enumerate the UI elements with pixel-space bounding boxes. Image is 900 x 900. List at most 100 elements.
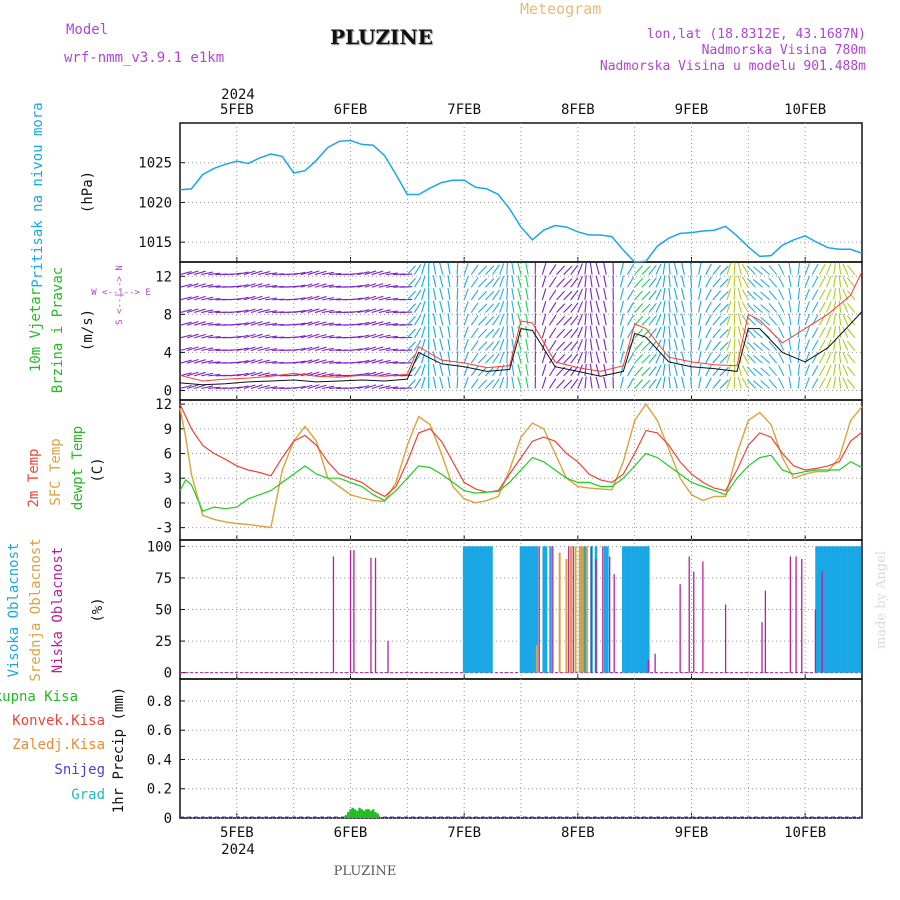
precip-y-axis: 0 0.2 0.4 0.6 0.8 [147, 694, 185, 827]
wind-arrow [236, 284, 249, 288]
wind-arrow [300, 384, 313, 390]
wind-arrow [329, 336, 342, 339]
wind-arrow [563, 303, 573, 313]
wind-arrow [842, 314, 849, 326]
wind-arrow [641, 354, 651, 364]
wind-arrow [619, 300, 624, 313]
wind-arrow [350, 322, 363, 326]
wind-arrow [201, 309, 214, 314]
wind-arrow [456, 351, 459, 364]
wind-arrow [463, 263, 469, 275]
wind-arrow [838, 325, 842, 338]
wind-arrow [690, 338, 693, 351]
wind-arrow [314, 270, 327, 276]
wind-arrow [525, 313, 529, 326]
cloud-bar-2 [609, 556, 611, 673]
station-title: PLUZINE [330, 25, 433, 49]
wind-arrow [655, 288, 662, 301]
wind-arrow [641, 316, 651, 326]
wind-arrow [655, 263, 662, 275]
wind-arrow [627, 301, 635, 313]
wind-arrow [406, 303, 416, 313]
wind-arrow [690, 376, 693, 389]
wind-arrow [250, 295, 263, 301]
wind-arrow [541, 351, 547, 364]
wind-arrow [556, 354, 566, 364]
wind-arrow [421, 313, 426, 326]
wind-arrow [447, 262, 451, 275]
wind-arrow [690, 313, 693, 326]
wind-arrow [314, 308, 327, 314]
wind-arrow [595, 338, 600, 351]
wind-arrow [236, 309, 249, 314]
wind-arrow [655, 276, 662, 288]
wind-arrow [570, 327, 579, 339]
precip-bars [344, 807, 379, 818]
wind-arrow [556, 316, 566, 326]
wind-arrow [385, 310, 398, 314]
wind-arrow [634, 366, 644, 377]
wind-arrow [811, 327, 819, 339]
cloud-bar-2 [349, 550, 352, 673]
wind-arrow [788, 287, 792, 300]
wind-arrow [439, 288, 444, 301]
wind-arrow [619, 338, 624, 351]
wind-arrow [432, 313, 437, 326]
wind-arrow [746, 341, 756, 351]
cloud-bar-2 [602, 546, 604, 673]
cloud-bar-0 [851, 546, 855, 673]
wind-arrow [811, 365, 819, 377]
wind-arrow [842, 352, 849, 364]
wind-arrow [258, 296, 270, 301]
wind-arrow [371, 384, 384, 390]
wind-arrow [548, 314, 557, 326]
wind-arrow [511, 262, 515, 275]
wind-arrow [681, 326, 685, 338]
wind-arrow [357, 271, 370, 276]
wind-arrow [406, 290, 416, 301]
wind-arrow [705, 352, 712, 364]
pressure-unit: (hPa) [80, 171, 96, 213]
wind-arrow [371, 295, 384, 301]
cloud-unit: (%) [90, 597, 106, 622]
wind-arrow [619, 313, 624, 326]
cloud-bar-2 [552, 546, 554, 673]
wind-arrow [243, 371, 256, 377]
wind-arrow [265, 360, 278, 364]
wind-arrow [737, 288, 742, 301]
wind-arrow [788, 338, 792, 351]
wind-arrow [250, 283, 263, 288]
wind-arrow [421, 351, 426, 364]
pressure-ytick-label: 1015 [138, 235, 172, 251]
cloud-bar-0 [828, 546, 832, 673]
wind-arrow [712, 303, 721, 313]
legend-hail: Grad [71, 787, 105, 803]
wind-arrow [838, 262, 842, 275]
wind-arrow [492, 353, 500, 364]
wind-arrow [350, 348, 363, 352]
cloud-bar-0 [819, 546, 823, 673]
wind-arrow [589, 287, 593, 300]
wind-arrow [673, 300, 678, 313]
wind-arrow [668, 338, 671, 351]
cloud-bar-0 [647, 546, 650, 673]
wind-arrow [492, 315, 500, 326]
cloud-bar-1 [585, 546, 588, 673]
wind-arrow [208, 310, 221, 314]
wind-arrow [499, 301, 505, 313]
wind-arrow-group [180, 262, 856, 390]
wind-arrow [541, 338, 547, 351]
wind-arrow [293, 385, 306, 390]
wind-arrow [307, 346, 320, 352]
wind-arrow [818, 352, 826, 364]
cloud-bar-0 [628, 546, 632, 673]
wind-arrow [307, 358, 320, 364]
wind-arrow [321, 335, 334, 339]
wind-arrow [768, 366, 778, 377]
wind-arrow [236, 385, 249, 390]
wind-arrow [201, 334, 214, 339]
wind-arrow [627, 352, 635, 364]
wind-arrow [243, 270, 256, 276]
wind-arrow [746, 366, 756, 377]
